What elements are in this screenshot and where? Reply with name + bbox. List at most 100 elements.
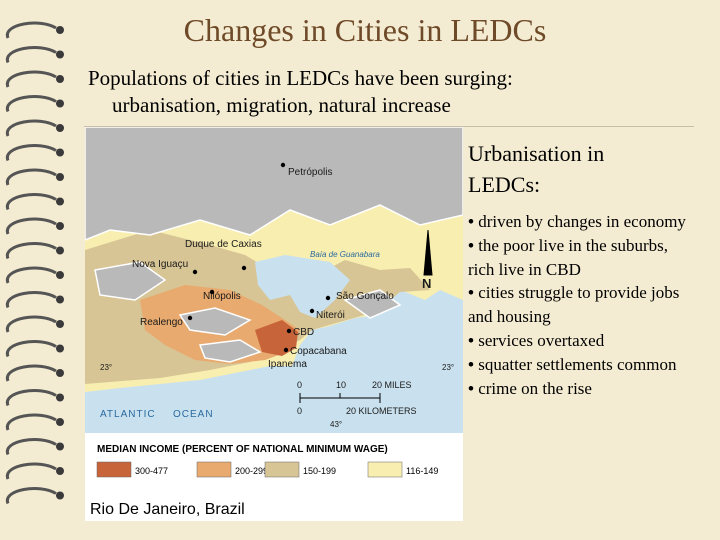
land — [255, 320, 298, 356]
place-dot — [192, 269, 198, 275]
legend-swatch — [367, 461, 403, 478]
scale-label: 20 KILOMETERS — [346, 406, 417, 416]
legend-label: 150-199 — [303, 466, 336, 476]
ring — [6, 413, 57, 431]
place-label: Baía de Guanabara — [310, 250, 380, 259]
ring — [6, 193, 57, 211]
ring-hole — [56, 491, 64, 500]
bullet: services overtaxed — [468, 329, 693, 353]
mountains — [85, 127, 463, 363]
ocean-label: OCEAN — [173, 409, 214, 420]
place-label: Nova Iguaçu — [132, 259, 188, 270]
north-label: N — [422, 276, 431, 291]
ring-hole — [56, 271, 64, 279]
latitude: 23° — [442, 363, 454, 372]
scale-label: 20 MILES — [372, 380, 412, 390]
ring — [6, 389, 57, 407]
binding — [6, 21, 64, 505]
subtitle: Populations of cities in LEDCs have been… — [88, 66, 513, 90]
sidebar: Urbanisation in LEDCs: driven by changes… — [468, 138, 693, 400]
bullet: the poor live in the suburbs, rich live … — [468, 234, 693, 282]
legend-swatch — [264, 461, 300, 478]
scale-label: 0 — [297, 380, 302, 390]
scale-label: 0 — [297, 406, 302, 416]
ring-hole — [56, 124, 64, 132]
ocean-label: ATLANTIC — [100, 409, 156, 420]
ring — [6, 95, 57, 113]
legend-label: 200-299 — [235, 466, 268, 476]
place-label: Ipanema — [268, 359, 307, 370]
ring — [6, 462, 57, 480]
ring-hole — [56, 99, 64, 108]
place-dot — [286, 328, 292, 334]
ring — [6, 168, 57, 186]
bullet: driven by changes in economy — [468, 210, 693, 234]
map: Petrópolis Duque de Caxias Nova Iguaçu Baía… — [85, 127, 463, 521]
ring-hole — [56, 246, 64, 255]
ring — [6, 21, 57, 39]
slide-title: Changes in Cities in LEDCs — [183, 12, 547, 48]
ring-hole — [56, 295, 64, 304]
place-dot — [241, 265, 247, 271]
ring — [6, 291, 57, 309]
ring-hole — [56, 26, 64, 34]
scale-label: 10 — [336, 380, 346, 390]
ring — [6, 315, 57, 333]
legend-label: 116-149 — [406, 466, 438, 476]
ring-hole — [56, 467, 64, 475]
place-label: Copacabana — [290, 346, 347, 357]
place-dot — [209, 289, 215, 295]
ring-hole — [56, 148, 64, 157]
scale-bar — [299, 229, 433, 403]
subtitle: urbanisation, migration, natural increas… — [112, 93, 451, 117]
ring-hole — [56, 442, 64, 451]
ring — [6, 364, 57, 382]
ring — [6, 266, 57, 284]
longitude: 43° — [330, 420, 342, 429]
ring-hole — [56, 222, 64, 230]
place-label: Duque de Caxias — [185, 239, 262, 250]
ring — [6, 217, 57, 235]
place-dot — [325, 295, 331, 301]
ring — [6, 438, 57, 456]
bullet-list: driven by changes in economythe poor liv… — [468, 210, 693, 400]
map-caption: Rio De Janeiro, Brazil — [90, 501, 245, 518]
ring — [6, 119, 57, 137]
place-dot — [280, 162, 286, 168]
bullet: crime on the rise — [468, 377, 693, 401]
ring-hole — [56, 393, 64, 402]
ring — [6, 46, 57, 64]
ring — [6, 487, 57, 505]
bullet: cities struggle to provide jobs and hous… — [468, 281, 693, 329]
ring-hole — [56, 369, 64, 377]
bay — [255, 255, 350, 318]
ring-hole — [56, 344, 64, 353]
legend-swatch — [96, 461, 132, 478]
legend-swatch — [196, 461, 232, 478]
sidebar-heading: Urbanisation in LEDCs: — [468, 141, 605, 197]
ring-hole — [56, 320, 64, 328]
ring — [6, 144, 57, 162]
ring — [6, 70, 57, 88]
legend-label: 300-477 — [135, 466, 168, 476]
place-label: São Gonçalo — [336, 291, 394, 302]
ring-hole — [56, 418, 64, 426]
ring-hole — [56, 197, 64, 206]
ring-hole — [56, 173, 64, 181]
ring-hole — [56, 75, 64, 83]
place-dot — [187, 315, 193, 321]
ring — [6, 340, 57, 358]
place-label: CBD — [293, 327, 314, 338]
place-label: Petrópolis — [288, 167, 332, 178]
place-label: Niterói — [316, 310, 345, 321]
place-dot — [309, 308, 315, 314]
place-label: Nilópolis — [203, 291, 241, 302]
latitude: 23° — [100, 363, 112, 372]
ring — [6, 242, 57, 260]
place-dot — [283, 347, 289, 353]
place-label: Realengo — [140, 317, 183, 328]
ring-hole — [56, 50, 64, 59]
bullet: squatter settlements common — [468, 353, 693, 377]
legend-title: MEDIAN INCOME (PERCENT OF NATIONAL MINIM… — [97, 444, 388, 455]
